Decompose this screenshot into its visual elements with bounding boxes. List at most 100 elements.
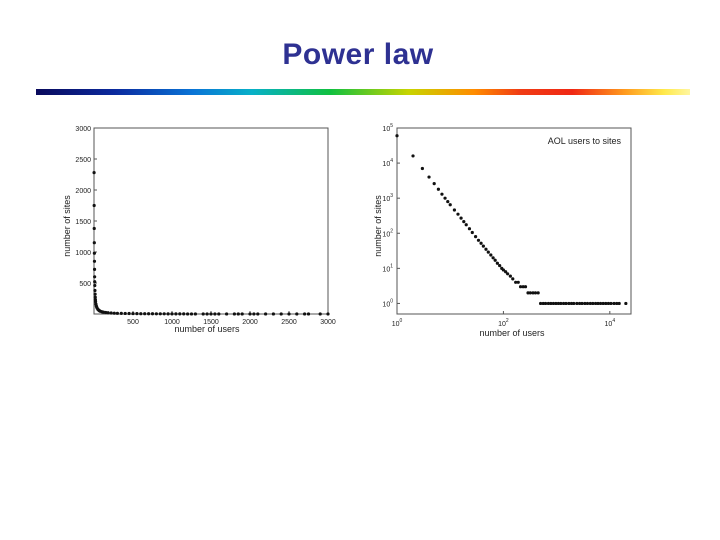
linear-x-tick-label: 2500 [281,319,297,326]
linear-data-point [143,312,147,316]
linear-data-point [93,300,98,304]
linear-data-point [93,280,97,284]
loglog-x-tick-label: 104 [605,318,616,328]
linear-data-point [158,312,162,316]
linear-data-point [209,312,213,316]
loglog-x-axis-label: number of users [479,328,545,338]
linear-x-axis-label: number of users [174,324,240,334]
linear-data-point [127,311,131,316]
loglog-data-point [617,301,621,306]
loglog-data-point [543,301,548,306]
linear-points [92,171,330,316]
linear-data-point [170,312,174,316]
linear-data-point [135,312,139,316]
linear-x-tick-label: 500 [127,319,139,326]
loglog-scatter-chart: 100 102 104 100 101 102 103 104 105 AOL users to… [373,123,632,338]
linear-data-point [92,226,96,231]
linear-data-point [248,312,252,316]
linear-data-point [92,171,96,175]
linear-y-tick-label: 2500 [75,157,91,164]
loglog-data-point [459,216,463,220]
linear-data-point [205,312,209,316]
loglog-data-point [495,261,499,265]
linear-data-point [318,312,322,316]
linear-y-tick-label: 2000 [75,188,91,195]
loglog-data-point [583,301,587,306]
linear-data-point [240,312,244,316]
loglog-legend-label: AOL users to sites [548,136,622,146]
loglog-data-point [484,247,488,251]
loglog-data-point [511,277,515,281]
loglog-data-point [518,285,523,289]
loglog-data-point [516,280,520,284]
loglog-data-point [501,268,506,272]
slide-title: Power law [282,38,434,71]
loglog-data-point [440,192,444,196]
loglog-data-point [546,301,550,306]
linear-data-point [236,312,240,316]
linear-data-point [279,312,283,316]
linear-data-point [174,312,178,316]
loglog-data-point [569,301,574,306]
loglog-data-point [436,187,440,191]
linear-data-point [256,312,260,316]
loglog-y-tick-label: 100 [382,298,393,308]
linear-x-tick-label: 2000 [242,319,258,326]
linear-data-point [92,203,96,208]
loglog-data-point [606,301,611,306]
loglog-data-point [506,272,510,276]
loglog-data-point [462,220,466,224]
linear-data-point [232,312,236,316]
loglog-data-point [486,250,490,254]
loglog-data-point [556,301,561,306]
linear-data-point [147,312,151,316]
loglog-data-point [561,301,566,306]
loglog-data-point [481,244,485,248]
rainbow-divider [36,89,690,95]
linear-data-point [295,312,299,316]
loglog-data-point [411,154,415,158]
loglog-y-tick-label: 104 [382,158,393,168]
linear-data-point [154,312,158,316]
loglog-data-point [395,134,399,138]
loglog-data-point [624,301,628,306]
linear-data-point [252,312,256,316]
loglog-data-point [508,274,512,278]
linear-data-point [150,312,155,316]
linear-scatter-chart: 500 1000 1500 2000 2500 3000 500 1000 1500 2000 25… [62,126,336,334]
linear-data-point [166,312,170,316]
loglog-data-point [464,223,468,227]
linear-data-point [287,312,291,316]
linear-data-point [92,251,96,255]
loglog-plot-frame [396,127,632,315]
loglog-data-point [514,280,518,284]
linear-data-point [139,312,143,316]
linear-data-point [119,311,123,315]
loglog-data-point [443,196,447,200]
loglog-y-axis-label: number of sites [373,195,383,257]
loglog-points [395,134,628,306]
loglog-data-point [585,301,590,306]
linear-data-point [306,312,311,316]
loglog-data-point [467,227,472,231]
loglog-data-point [541,301,545,306]
loglog-data-point [531,291,535,295]
loglog-data-point [493,258,497,262]
linear-data-point [326,312,330,316]
linear-data-point [193,312,197,316]
loglog-data-point [526,291,530,295]
linear-data-point [104,310,108,315]
linear-data-point [217,312,221,316]
loglog-data-point [470,230,474,235]
linear-y-tick-label: 1000 [75,250,91,257]
loglog-x-tick-label: 100 [392,318,403,328]
loglog-data-point [591,301,595,306]
loglog-data-point [551,301,556,306]
loglog-y-tick-label: 101 [382,263,393,273]
loglog-data-point [536,291,540,295]
loglog-data-point [479,241,483,245]
linear-data-point [225,312,229,316]
loglog-data-point [521,285,525,289]
linear-data-point [189,312,194,316]
